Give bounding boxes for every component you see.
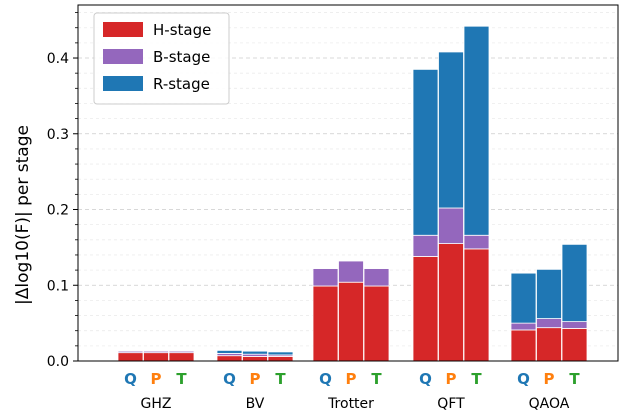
bars (117, 25, 588, 362)
variant-label: T (569, 370, 580, 388)
variant-label: Q (223, 370, 236, 388)
bar-h-stage-qft-t (463, 248, 490, 362)
bar-r-stage-ghz-p (143, 349, 169, 352)
variant-label: P (346, 370, 357, 388)
legend-label: R-stage (153, 75, 210, 93)
legend-label: B-stage (153, 48, 210, 66)
variant-label: T (176, 370, 187, 388)
bar-h-stage-qft-q (412, 256, 439, 362)
bar-r-stage-qft-p (438, 51, 464, 209)
variant-label: T (275, 370, 286, 388)
variant-label: P (250, 370, 261, 388)
axes (73, 4, 619, 362)
bar-h-stage-qaoa-t (561, 328, 588, 362)
variant-label: T (371, 370, 382, 388)
y-tick-label: 0.0 (47, 354, 69, 370)
bar-r-stage-ghz-q (117, 349, 144, 352)
category-label: BV (246, 396, 265, 412)
bar-h-stage-ghz-t (168, 352, 195, 362)
y-tick-label: 0.2 (47, 203, 69, 219)
bar-b-stage-qaoa-p (536, 318, 562, 329)
variant-label: P (151, 370, 162, 388)
bar-h-stage-trotter-p (338, 281, 364, 362)
bar-r-stage-qaoa-t (561, 243, 588, 323)
bar-b-stage-trotter-q (312, 268, 339, 287)
bar-h-stage-ghz-p (143, 352, 169, 362)
bar-h-stage-bv-p (242, 356, 268, 362)
legend-swatch (103, 49, 143, 64)
bar-b-stage-trotter-p (338, 260, 364, 283)
variant-label: Q (124, 370, 137, 388)
variant-label: Q (517, 370, 530, 388)
bar-b-stage-qft-p (438, 207, 464, 244)
bar-h-stage-trotter-t (363, 285, 390, 362)
bar-b-stage-qaoa-q (510, 322, 537, 331)
category-label: QAOA (529, 396, 570, 412)
bar-b-stage-trotter-t (363, 268, 390, 287)
category-label: GHZ (141, 396, 172, 412)
y-axis-label: |Δlog10(F)| per stage (13, 125, 33, 305)
y-tick-label: 0.3 (47, 127, 69, 143)
legend-swatch (103, 22, 143, 37)
bar-r-stage-qft-t (463, 25, 490, 236)
bar-h-stage-bv-q (216, 355, 243, 362)
bar-r-stage-bv-t (267, 351, 294, 356)
plot-frame (77, 4, 619, 362)
bar-r-stage-ghz-t (168, 349, 195, 352)
bar-r-stage-bv-p (242, 350, 268, 355)
bar-h-stage-qaoa-p (536, 327, 562, 362)
bar-b-stage-qft-t (463, 234, 490, 250)
legend-label: H-stage (153, 21, 211, 39)
variant-label: P (544, 370, 555, 388)
variant-label: P (446, 370, 457, 388)
category-label: Trotter (327, 396, 374, 412)
variant-label: T (471, 370, 482, 388)
bar-h-stage-bv-t (267, 356, 294, 362)
bar-h-stage-qft-p (438, 243, 464, 362)
variant-label: Q (319, 370, 332, 388)
bar-b-stage-qft-q (412, 234, 439, 257)
legend-swatch (103, 76, 143, 91)
category-label: QFT (437, 396, 465, 412)
variant-label: Q (419, 370, 432, 388)
bar-h-stage-qaoa-q (510, 329, 537, 362)
grid-lines (78, 12, 618, 347)
bar-r-stage-qft-q (412, 68, 439, 236)
y-tick-label: 0.4 (47, 51, 69, 67)
legend: H-stage B-stage R-stage (93, 12, 230, 105)
bar-h-stage-trotter-q (312, 285, 339, 362)
bar-h-stage-ghz-q (117, 352, 144, 362)
bar-r-stage-qaoa-p (536, 268, 562, 319)
bar-b-stage-qaoa-t (561, 321, 588, 329)
bar-r-stage-qaoa-q (510, 272, 537, 324)
y-tick-label: 0.1 (47, 278, 69, 294)
bar-r-stage-bv-q (216, 349, 243, 354)
